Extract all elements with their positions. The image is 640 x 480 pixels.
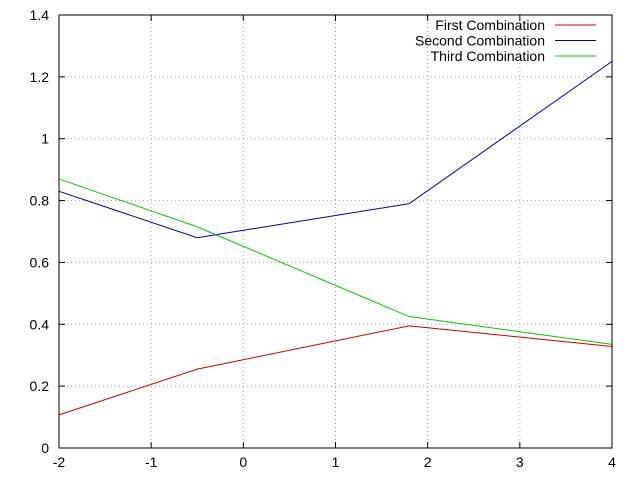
series-layer bbox=[58, 60, 613, 416]
series-line-1 bbox=[58, 325, 613, 416]
x-tick-label: 3 bbox=[516, 454, 524, 470]
x-tick-label: -2 bbox=[53, 454, 66, 470]
y-tick-label: 0 bbox=[41, 440, 49, 456]
legend-label-3: Third Combination bbox=[431, 48, 545, 64]
legend-label-2: Second Combination bbox=[415, 33, 545, 49]
grid bbox=[59, 15, 612, 448]
y-tick-labels: 0 0.2 0.4 0.6 0.8 1 1.2 1.4 bbox=[30, 7, 50, 456]
y-tick-label: 0.2 bbox=[30, 378, 50, 394]
x-tick-label: -1 bbox=[145, 454, 158, 470]
y-tick-label: 1.4 bbox=[30, 7, 50, 23]
y-tick-label: 0.8 bbox=[30, 193, 50, 209]
y-tick-label: 0.4 bbox=[30, 316, 50, 332]
series-line-2 bbox=[58, 60, 613, 239]
y-tick-label: 1.2 bbox=[30, 69, 50, 85]
y-tick-label: 0.6 bbox=[30, 254, 50, 270]
x-tick-label: 2 bbox=[424, 454, 432, 470]
x-tick-label: 0 bbox=[239, 454, 247, 470]
x-tick-label: 4 bbox=[608, 454, 616, 470]
y-tick-label: 1 bbox=[41, 131, 49, 147]
ticks bbox=[58, 14, 613, 449]
legend-label-1: First Combination bbox=[435, 17, 545, 33]
series-line-3 bbox=[58, 178, 613, 345]
x-tick-label: 1 bbox=[332, 454, 340, 470]
x-tick-labels: -2 -1 0 1 2 3 4 bbox=[53, 454, 616, 470]
